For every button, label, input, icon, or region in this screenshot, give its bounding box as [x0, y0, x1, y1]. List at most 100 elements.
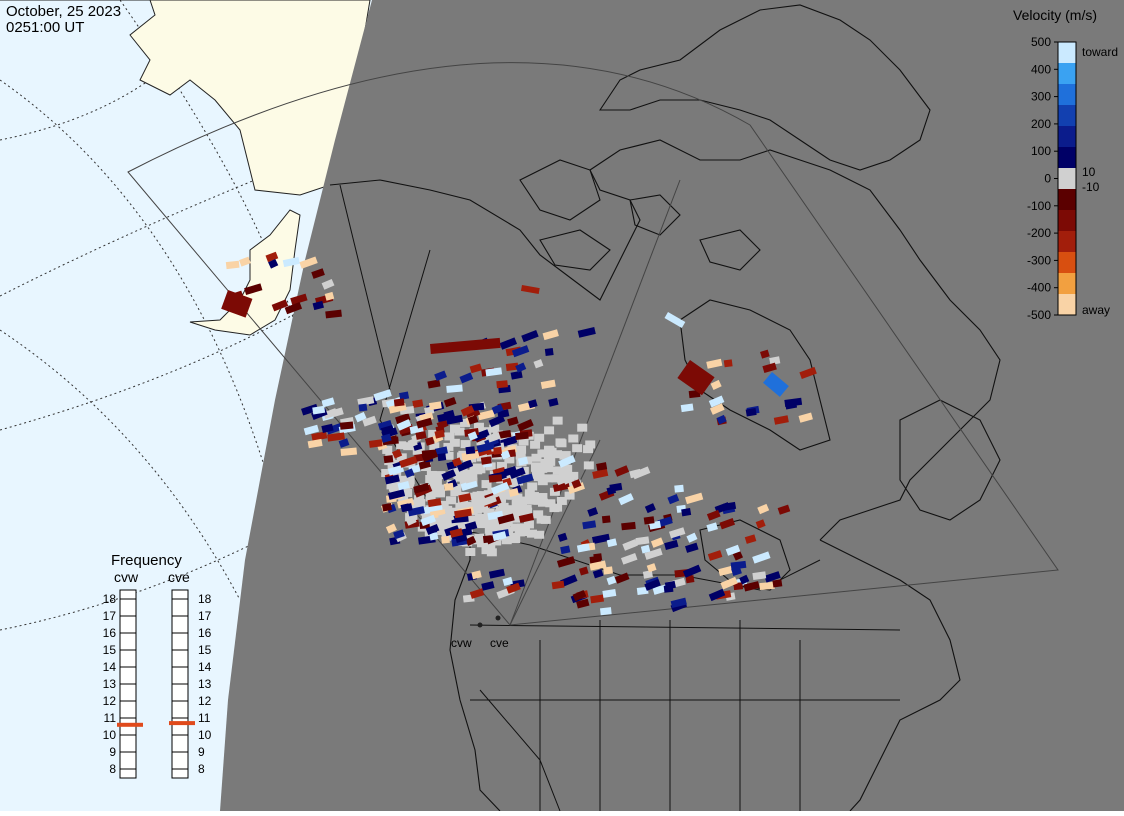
- velocity-cells: [221, 251, 817, 616]
- ground-scatter-cell: [516, 445, 527, 454]
- velocity-cell: [460, 405, 475, 417]
- velocity-cell: [368, 439, 383, 448]
- velocity-cell: [428, 401, 442, 411]
- velocity-tick-label: -300: [1027, 253, 1051, 267]
- ground-scatter-cell: [460, 418, 471, 427]
- frequency-tick-label: 16: [198, 626, 212, 640]
- frequency-tick-label: 18: [103, 592, 117, 606]
- velocity-cell: [571, 479, 582, 489]
- velocity-cell: [515, 431, 529, 441]
- velocity-cell: [497, 513, 515, 525]
- ground-scatter-cell: [512, 493, 523, 502]
- velocity-cell: [596, 462, 608, 471]
- velocity-cell: [576, 543, 590, 553]
- velocity-cell: [354, 411, 367, 423]
- velocity-swatch: [1058, 84, 1076, 106]
- ground-scatter-cell: [396, 441, 407, 450]
- ground-scatter-cell: [425, 493, 436, 502]
- frequency-tick-label: 10: [198, 728, 212, 742]
- velocity-cell: [762, 362, 777, 374]
- velocity-cell: [383, 455, 394, 464]
- velocity-cell: [488, 568, 505, 579]
- ground-scatter-cell: [544, 426, 555, 435]
- frequency-scale-cvw: 18 17 16 15 14 13 12 11 10 9 8: [103, 589, 143, 779]
- velocity-cell: [499, 435, 518, 448]
- velocity-cell: [707, 550, 723, 561]
- velocity-cell: [454, 508, 472, 519]
- velocity-cell: [412, 399, 424, 408]
- velocity-cell: [393, 398, 405, 407]
- velocity-cell: [644, 578, 661, 591]
- velocity-cell: [540, 379, 556, 390]
- frequency-tick-label: 9: [198, 745, 205, 759]
- velocity-cell: [452, 457, 463, 467]
- velocity-cell: [507, 416, 519, 427]
- velocity-cell: [481, 581, 495, 591]
- velocity-colorbar-ticks: 500 400 300 200 100 0 -100 -200 -300 -400 -500: [1027, 35, 1058, 322]
- ground-scatter-cell: [577, 423, 588, 432]
- ground-scatter-cell: [472, 466, 483, 475]
- velocity-cell: [459, 372, 474, 384]
- ground-scatter-cell: [404, 476, 415, 485]
- velocity-cell: [708, 395, 725, 408]
- velocity-cell: [485, 367, 503, 377]
- velocity-cell: [421, 449, 437, 458]
- velocity-cell: [467, 415, 479, 425]
- ground-scatter-cell: [431, 477, 442, 486]
- ground-scatter-cell: [510, 523, 521, 532]
- velocity-cell: [685, 492, 704, 505]
- velocity-cell: [480, 456, 492, 465]
- velocity-cell: [312, 300, 324, 311]
- velocity-colorbar: Velocity (m/s) 500 400 300 200 100 0 -100 -200 -…: [1013, 7, 1118, 322]
- velocity-cell: [464, 473, 477, 484]
- velocity-cell: [674, 484, 684, 493]
- site-cve-marker: [495, 615, 501, 621]
- velocity-cell: [622, 539, 638, 551]
- velocity-cell: [244, 283, 263, 295]
- ground-scatter-cell: [583, 461, 594, 470]
- velocity-cell: [517, 456, 529, 466]
- ground-scatter-cell: [474, 496, 485, 505]
- velocity-cell: [397, 481, 410, 491]
- velocity-swatch: [1058, 126, 1076, 148]
- velocity-cell: [733, 582, 744, 591]
- ground-scatter-cell: [500, 488, 511, 497]
- velocity-cell: [731, 566, 742, 576]
- velocity-cell: [764, 571, 781, 583]
- frequency-tick-label: 12: [198, 694, 212, 708]
- ground-scatter-cell: [537, 477, 548, 486]
- velocity-cell: [338, 438, 350, 448]
- velocity-cell: [621, 521, 636, 531]
- velocity-cell: [614, 572, 630, 584]
- velocity-cell: [301, 403, 319, 416]
- velocity-cell: [499, 337, 518, 350]
- ground-scatter-cell: [460, 440, 471, 449]
- ground-scatter-cell: [540, 458, 551, 467]
- ground-scatter-cell: [489, 516, 500, 525]
- velocity-cell: [399, 455, 418, 468]
- ground-scatter-cell: [526, 529, 537, 538]
- ground-scatter-cell: [433, 514, 444, 523]
- frequency-tick-label: 11: [198, 711, 211, 725]
- frequency-tick-label: 18: [198, 592, 212, 606]
- ground-scatter-cell: [507, 477, 518, 486]
- velocity-cell: [527, 399, 538, 409]
- velocity-cell: [429, 532, 439, 541]
- velocity-cell: [572, 589, 587, 602]
- velocity-cell: [398, 424, 414, 435]
- ground-scatter-cell: [534, 471, 545, 480]
- frequency-title: Frequency: [111, 552, 182, 569]
- velocity-cell: [670, 597, 687, 609]
- ground-scatter-cell: [523, 520, 534, 529]
- velocity-cell: [752, 571, 767, 581]
- velocity-cell: [590, 594, 605, 604]
- ground-scatter-cell: [481, 546, 492, 555]
- ground-scatter-cell: [560, 451, 571, 460]
- velocity-cell: [407, 438, 418, 448]
- velocity-cell: [621, 553, 638, 565]
- velocity-cell: [415, 431, 427, 440]
- velocity-cell: [560, 574, 578, 588]
- velocity-cell: [509, 467, 526, 480]
- frequency-tick-label: 8: [109, 762, 116, 776]
- velocity-cell: [434, 370, 447, 382]
